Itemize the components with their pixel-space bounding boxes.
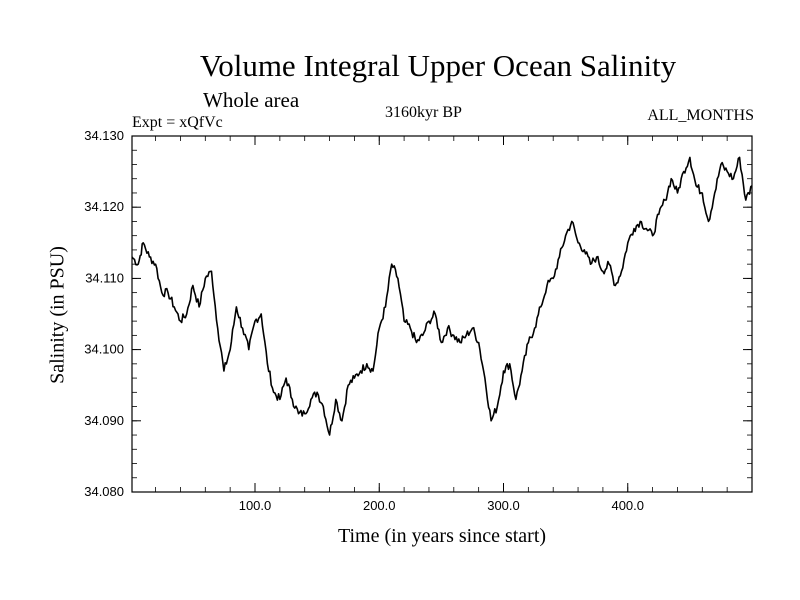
- x-axis-label: Time (in years since start): [337, 525, 547, 547]
- y-tick-label: 34.110: [85, 270, 124, 285]
- series-line-salinity: [131, 156, 753, 436]
- y-tick-label: 34.090: [84, 413, 124, 428]
- chart-title: Volume Integral Upper Ocean Salinity: [199, 48, 677, 83]
- period-label: 3160kyr BP: [385, 104, 462, 121]
- y-tick-label: 34.100: [84, 342, 124, 357]
- plot-frame: [131, 135, 753, 493]
- x-tick-label: 400.0: [611, 498, 644, 513]
- y-tick-label: 34.080: [84, 484, 124, 499]
- chart-subtitle: Whole area: [203, 88, 300, 112]
- y-tick-label: 34.130: [84, 128, 124, 143]
- axis-ticks: [132, 135, 753, 493]
- x-tick-label: 100.0: [239, 498, 272, 513]
- experiment-label: Expt = xQfVc: [132, 114, 223, 131]
- tick-labels: 34.080 34.090 34.100 34.110 34.120 34.130 100.…: [84, 128, 644, 513]
- y-tick-label: 34.120: [84, 199, 124, 214]
- x-tick-label: 300.0: [487, 498, 520, 513]
- x-tick-label: 200.0: [363, 498, 396, 513]
- months-label: ALL_MONTHS: [647, 107, 754, 124]
